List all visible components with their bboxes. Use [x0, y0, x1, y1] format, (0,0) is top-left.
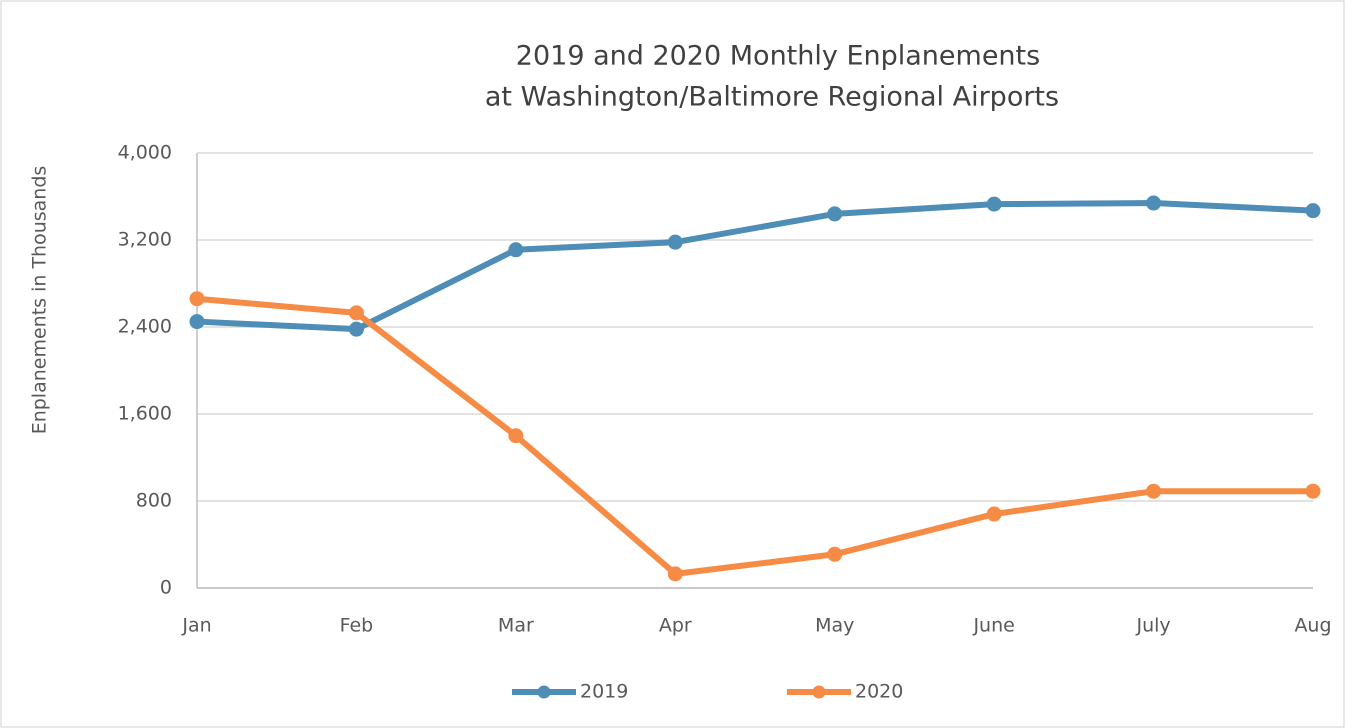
y-tick-label: 2,400: [118, 316, 172, 338]
x-tick-label: Aug: [1294, 615, 1331, 637]
data-point: [189, 314, 205, 330]
chart-title: 2019 and 2020 Monthly Enplanements: [516, 41, 1040, 72]
x-tick-label: June: [972, 615, 1014, 637]
x-tick-label: Feb: [340, 615, 374, 637]
series-line: [196, 295, 1313, 577]
legend-label: 2019: [580, 681, 628, 703]
legend-marker: [812, 685, 826, 699]
data-point: [508, 428, 524, 444]
y-axis-label: Enplanements in Thousands: [29, 166, 51, 435]
data-point: [508, 242, 524, 258]
data-point: [1305, 203, 1321, 219]
chart-title: at Washington/Baltimore Regional Airport…: [485, 82, 1059, 113]
y-tick-label: 3,200: [118, 229, 172, 251]
data-point: [986, 506, 1002, 522]
x-tick-label: Jan: [181, 615, 211, 637]
x-tick-label: May: [815, 615, 854, 637]
data-point: [1146, 195, 1162, 211]
legend-marker: [537, 685, 551, 699]
x-tick-label: Apr: [659, 615, 692, 637]
data-point: [986, 196, 1002, 212]
y-tick-label: 0: [160, 577, 172, 599]
data-point: [189, 291, 205, 307]
data-point: [348, 305, 364, 321]
data-point: [667, 234, 683, 250]
data-point: [827, 206, 843, 222]
x-tick-label: Mar: [498, 615, 534, 637]
data-point: [827, 546, 843, 562]
legend-label: 2020: [855, 681, 903, 703]
data-point: [667, 566, 683, 582]
y-tick-label: 800: [136, 490, 172, 512]
y-tick-label: 4,000: [118, 142, 172, 164]
data-point: [1146, 483, 1162, 499]
data-point: [1305, 483, 1321, 499]
x-tick-label: July: [1135, 615, 1170, 637]
data-point: [348, 321, 364, 337]
y-tick-label: 1,600: [118, 403, 172, 425]
series-line: [196, 200, 1314, 333]
